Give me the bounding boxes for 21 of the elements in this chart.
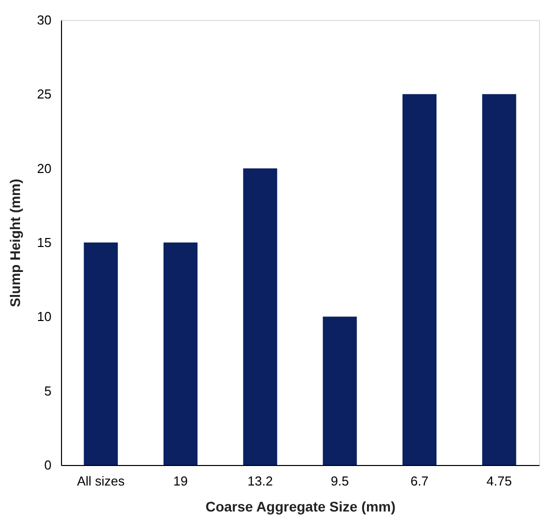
bar — [402, 94, 436, 465]
y-tick-label: 25 — [37, 86, 52, 102]
x-axis-title: Coarse Aggregate Size (mm) — [205, 498, 396, 514]
y-tick-label: 0 — [44, 458, 52, 472]
bar — [243, 168, 278, 465]
x-tick-label: 19 — [173, 474, 188, 488]
x-tick-label: 9.5 — [330, 474, 349, 488]
x-tick-label: 13.2 — [248, 474, 273, 488]
y-tick-label: 15 — [37, 235, 52, 250]
bar — [84, 242, 118, 465]
bar — [164, 242, 198, 465]
y-tick-label: 10 — [37, 309, 52, 324]
bar — [322, 316, 357, 465]
x-tick-label: 4.75 — [486, 474, 512, 488]
y-axis-title: Slump Height (mm) — [7, 178, 24, 308]
bar — [482, 94, 516, 465]
x-tick-label: All sizes — [76, 474, 126, 488]
y-tick-label: 5 — [44, 383, 52, 398]
x-tick-label: 6.7 — [410, 474, 429, 488]
y-tick-label: 20 — [37, 160, 52, 176]
y-tick-label: 30 — [37, 12, 52, 28]
